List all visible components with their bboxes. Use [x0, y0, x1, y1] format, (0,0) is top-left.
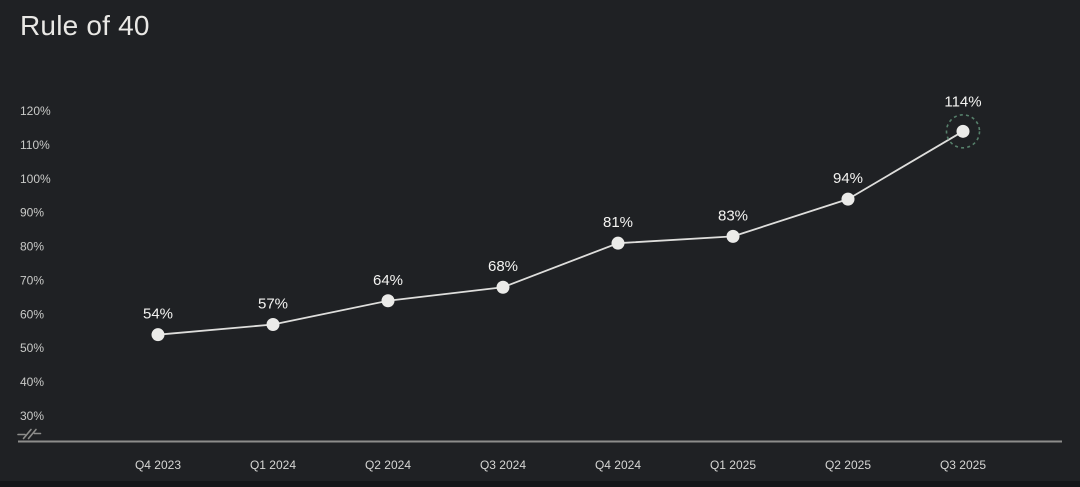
y-axis-tick-label: 100%: [20, 172, 51, 186]
x-axis-tick-label: Q1 2025: [710, 458, 756, 472]
y-axis-tick-label: 110%: [20, 138, 50, 152]
y-axis-tick-label: 70%: [20, 273, 44, 287]
highlight-ring: [945, 114, 981, 149]
data-point-label: 64%: [373, 272, 403, 289]
data-point: [151, 328, 165, 342]
chart-title: Rule of 40: [20, 10, 150, 41]
data-point-label: 81%: [603, 214, 633, 231]
data-point-label: 114%: [944, 93, 981, 110]
axis-break-icon: [17, 428, 42, 440]
series-line: [157, 130, 964, 336]
data-point-label: 57%: [258, 296, 288, 313]
data-point: [841, 192, 855, 206]
y-axis-tick-label: 90%: [20, 206, 44, 220]
x-axis-tick-label: Q2 2024: [365, 458, 411, 472]
data-point: [381, 294, 395, 308]
y-axis-tick-label: 30%: [20, 409, 44, 423]
y-axis-tick-label: 50%: [20, 341, 44, 355]
x-axis-tick-label: Q3 2025: [940, 458, 986, 472]
data-point-label: 68%: [488, 258, 518, 275]
y-axis-tick-label: 60%: [20, 307, 44, 321]
y-axis-tick-label: 120%: [20, 104, 51, 118]
data-point-label: 83%: [718, 207, 748, 224]
data-point-label: 54%: [143, 306, 173, 323]
data-point: [266, 318, 280, 331]
x-axis-tick-label: Q4 2024: [595, 458, 641, 472]
bottom-edge-divider: [0, 481, 1080, 487]
data-point: [611, 236, 625, 250]
data-point: [956, 124, 970, 138]
y-axis-tick-label: 40%: [20, 375, 44, 389]
x-axis-tick-label: Q2 2025: [825, 458, 871, 472]
y-axis-tick-label: 80%: [20, 240, 44, 254]
x-axis-tick-label: Q1 2024: [250, 458, 296, 472]
x-axis-tick-label: Q4 2023: [135, 458, 181, 472]
x-axis-tick-label: Q3 2024: [480, 458, 526, 472]
data-point-label: 94%: [833, 170, 863, 187]
data-point: [726, 229, 740, 243]
data-point: [496, 280, 510, 294]
